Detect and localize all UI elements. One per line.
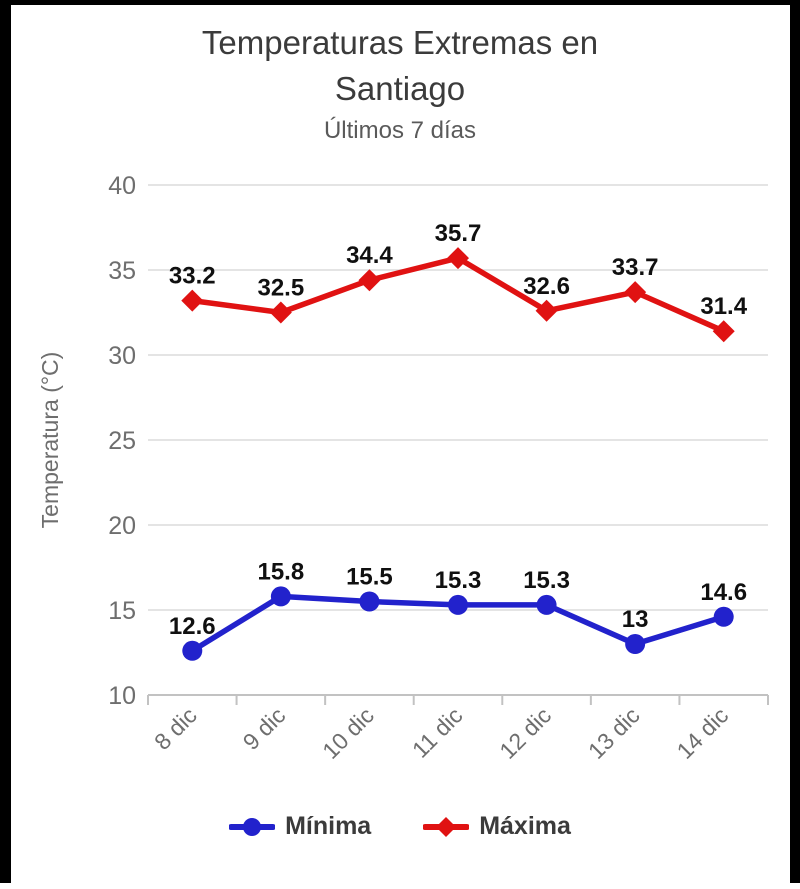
y-tick-label: 40	[108, 172, 136, 200]
data-label-maxima: 31.4	[700, 293, 747, 320]
data-point-minima	[713, 606, 734, 627]
screen-frame-right	[790, 0, 800, 883]
data-point-maxima	[535, 299, 558, 322]
data-label-maxima: 32.6	[523, 273, 570, 300]
data-point-maxima	[358, 269, 381, 292]
data-label-minima: 15.5	[346, 564, 393, 591]
data-point-maxima	[181, 289, 204, 312]
data-label-maxima: 35.7	[435, 220, 482, 247]
data-point-maxima	[624, 281, 647, 304]
data-label-minima: 14.6	[700, 579, 747, 606]
chart-subtitle: Últimos 7 días	[323, 117, 477, 144]
data-point-minima	[625, 634, 646, 654]
data-label-minima: 12.6	[169, 613, 216, 640]
y-tick-label: 15	[108, 597, 136, 625]
data-point-minima	[359, 591, 380, 612]
screen-frame-top	[0, 0, 800, 5]
chart-title: Temperaturas Extremas en Santiago	[201, 24, 599, 108]
data-label-maxima: 33.7	[612, 254, 659, 281]
data-label-maxima: 34.4	[346, 242, 393, 269]
screen-frame-left	[0, 0, 11, 883]
minima-legend-marker-svg	[229, 817, 276, 836]
maxima-legend-marker-svg	[423, 816, 470, 837]
data-point-maxima	[712, 320, 735, 343]
x-tick-label: 9 dic	[238, 702, 291, 755]
x-tick-label: 8 dic	[149, 702, 202, 755]
x-tick-label: 11 dic	[407, 702, 468, 763]
data-point-minima	[536, 594, 557, 615]
data-point-maxima	[269, 301, 292, 324]
data-label-minima: 13	[622, 606, 649, 633]
data-label-maxima: 33.2	[169, 263, 216, 290]
x-tick-label: 10 dic	[317, 702, 379, 764]
data-point-maxima	[447, 247, 469, 270]
legend-label-minima: Mínima	[285, 812, 372, 840]
data-label-maxima: 32.5	[257, 275, 304, 302]
y-tick-label: 30	[108, 342, 136, 370]
data-label-minima: 15.3	[435, 567, 482, 594]
y-tick-label: 20	[108, 512, 136, 540]
legend-label-maxima: Máxima	[479, 812, 571, 840]
x-tick-label: 14 dic	[671, 702, 733, 764]
legend-item-maxima: Máxima	[423, 812, 571, 841]
legend-point-maxima	[436, 816, 457, 837]
y-axis-title: Temperatura (°C)	[37, 352, 63, 529]
minima-legend-marker	[229, 814, 276, 840]
legend-item-minima: Mínima	[229, 812, 371, 841]
data-point-minima	[182, 640, 203, 661]
data-label-minima: 15.3	[523, 567, 570, 594]
legend-point-minima	[243, 817, 262, 836]
y-tick-label: 10	[108, 682, 136, 710]
chart-title-wrap: Temperaturas Extremas en Santiago	[0, 20, 800, 112]
data-point-minima	[448, 594, 468, 615]
y-tick-label: 25	[108, 427, 136, 455]
data-point-minima	[270, 586, 291, 607]
y-tick-label: 35	[108, 257, 136, 285]
x-tick-label: 12 dic	[494, 702, 556, 764]
x-tick-label: 13 dic	[583, 702, 645, 764]
data-label-minima: 15.8	[257, 558, 304, 585]
chart-legend: Mínima Máxima	[0, 812, 800, 841]
maxima-legend-marker	[423, 814, 470, 840]
